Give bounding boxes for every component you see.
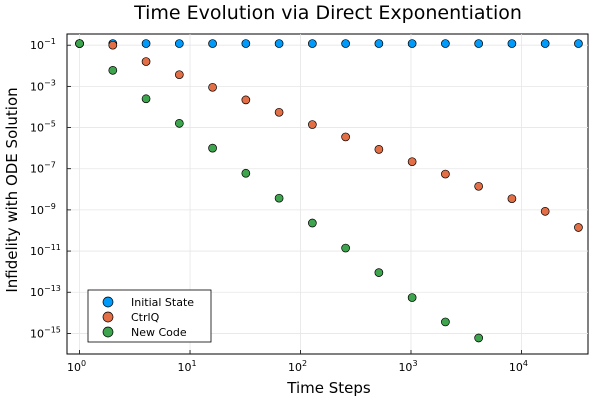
data-point (574, 39, 583, 48)
axis-ticks: 100 101 102 103 104 10−1 10−3 10−5 10−7 10−9 10−11… (30, 37, 528, 374)
data-point (208, 82, 217, 92)
data-point (141, 94, 151, 104)
data-point (407, 293, 417, 302)
data-point (507, 194, 517, 204)
data-point (241, 39, 251, 48)
x-tick-label: 100 (67, 359, 86, 374)
legend: Initial State CtrlQ New Code (87, 289, 212, 343)
chart-title: Time Evolution via Direct Exponentiation (133, 2, 522, 24)
data-point (108, 40, 118, 50)
y-tick-label: 10−1 (30, 37, 56, 52)
data-markers (75, 39, 583, 343)
x-tick-label: 101 (177, 359, 196, 374)
data-point (208, 143, 217, 153)
series-1-markers (75, 39, 583, 232)
data-point (274, 107, 284, 117)
data-point (374, 268, 384, 277)
plot-area (66, 33, 589, 355)
legend-label: Initial State (131, 296, 194, 309)
y-tick-label: 10−9 (30, 202, 56, 217)
y-tick-label: 10−13 (30, 284, 61, 299)
data-point (341, 39, 350, 48)
data-point (241, 168, 251, 178)
data-point (274, 39, 284, 48)
data-point (308, 218, 317, 228)
legend-marker (102, 311, 114, 323)
y-tick-label: 10−15 (30, 325, 61, 340)
data-point (174, 39, 184, 48)
data-point (141, 39, 151, 48)
legend-label: CtrlQ (131, 311, 160, 324)
y-tick-label: 10−3 (30, 78, 56, 93)
data-point (441, 169, 450, 179)
legend-marker (102, 326, 114, 338)
legend-marker (102, 296, 114, 308)
x-tick-label: 103 (398, 359, 417, 374)
data-point (274, 193, 284, 203)
data-point (241, 95, 251, 105)
y-tick-label: 10−7 (30, 161, 56, 176)
data-point (374, 145, 384, 154)
data-point (374, 39, 384, 48)
legend-label: New Code (131, 326, 187, 339)
data-point (308, 120, 317, 129)
data-point (474, 333, 484, 343)
data-point (341, 132, 350, 142)
data-point (174, 70, 184, 80)
data-point (574, 223, 583, 232)
data-point (441, 39, 450, 48)
data-point (507, 39, 517, 48)
data-point (540, 39, 550, 48)
data-point (341, 243, 350, 253)
data-point (407, 39, 417, 48)
data-point (441, 317, 450, 327)
y-axis-label: Infidelity with ODE Solution (3, 87, 21, 292)
data-point (141, 57, 151, 66)
y-tick-label: 10−11 (30, 243, 61, 258)
series-2-markers (75, 39, 484, 343)
data-point (108, 66, 118, 75)
data-point (208, 39, 217, 48)
y-tick-label: 10−5 (30, 120, 56, 135)
data-point (540, 206, 550, 216)
data-point (75, 39, 84, 48)
data-point (474, 181, 484, 191)
data-point (474, 39, 484, 48)
x-axis-label: Time Steps (286, 379, 371, 397)
data-point (407, 157, 417, 167)
data-point (308, 39, 317, 48)
x-tick-label: 104 (509, 359, 528, 374)
data-point (174, 118, 184, 128)
x-tick-label: 102 (288, 359, 307, 374)
